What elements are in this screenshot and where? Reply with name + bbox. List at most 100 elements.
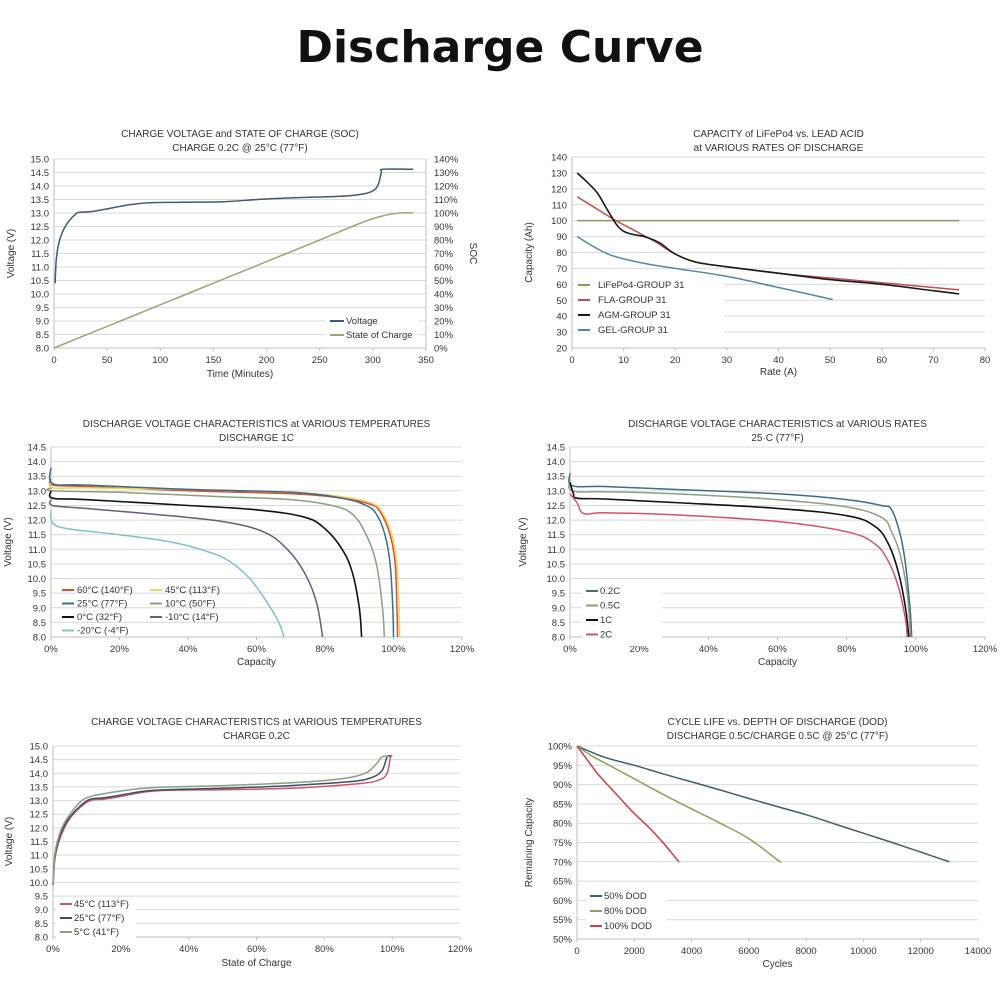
y-tick-label: 85% [553, 799, 573, 810]
legend-label: Voltage [346, 316, 378, 327]
y-tick-label: 13.5 [547, 472, 566, 483]
y2-tick-label: 70% [434, 249, 454, 260]
y-axis-label: Voltage (V) [4, 817, 15, 866]
y-tick-label: 100% [548, 742, 573, 753]
y-tick-label: 8.5 [552, 618, 565, 629]
x-tick-label: 60 [876, 355, 887, 366]
y-tick-label: 9.0 [33, 603, 46, 614]
y-tick-label: 13.0 [30, 796, 49, 807]
x-tick-label: 100% [380, 944, 405, 955]
y-tick-label: 9.5 [552, 589, 565, 600]
x-tick-label: 60% [247, 944, 267, 955]
y2-tick-label: 100% [434, 209, 459, 220]
y-tick-label: 9.5 [33, 589, 46, 600]
x-tick-label: 100 [152, 355, 168, 366]
y-tick-label: 60 [556, 280, 567, 291]
chart-legend: Voltage State of Charge [326, 314, 418, 346]
x-tick-label: 2000 [624, 946, 645, 957]
y-tick-label: 15.0 [30, 742, 49, 753]
series-line-10-c-14-f [48, 499, 324, 638]
x-tick-label: 80% [315, 644, 335, 655]
series-line-25-c-77-f [48, 467, 395, 638]
y2-tick-label: 50% [434, 276, 454, 287]
y2-tick-label: 10% [434, 330, 454, 341]
x-tick-label: 0 [51, 355, 56, 366]
y2-tick-label: 0% [434, 344, 448, 355]
legend-label: 80% DOD [604, 906, 647, 917]
y-tick-label: 110 [552, 200, 567, 211]
series-line-45-c-113-f [48, 481, 401, 638]
y-axis-label: Voltage (V) [3, 517, 14, 566]
y2-axis-label: SOC [467, 243, 478, 265]
y-tick-label: 14.5 [28, 443, 47, 454]
y-tick-label: 130 [551, 168, 567, 179]
x-axis-label: Capacity [237, 657, 276, 668]
y-tick-label: 50% [553, 935, 573, 946]
y-tick-label: 13.0 [28, 486, 47, 497]
series-line-5-c-41-f [52, 755, 389, 886]
y-tick-label: 12.5 [28, 501, 47, 512]
x-tick-label: 8000 [796, 946, 817, 957]
series-line-100-dod [576, 745, 680, 863]
y-tick-label: 13.5 [30, 782, 49, 793]
x-tick-label: 80 [980, 355, 991, 366]
chart-title-line: CAPACITY of LiFePo4 vs. LEAD ACID [693, 129, 864, 140]
y-tick-label: 8.0 [552, 633, 565, 644]
legend-label: 60°C (140°F) [77, 585, 133, 596]
x-tick-label: 120% [448, 944, 473, 955]
y-tick-label: 12.5 [31, 222, 50, 233]
y-tick-label: 11.5 [30, 837, 48, 848]
y-tick-label: 9.0 [36, 317, 49, 328]
y-tick-label: 14.5 [31, 168, 50, 179]
y-tick-label: 14.0 [31, 182, 50, 193]
y-tick-label: 20 [556, 344, 567, 355]
x-tick-label: 14000 [965, 946, 991, 957]
y-axis-label: Voltage (V) [6, 229, 17, 278]
x-tick-label: 80% [837, 644, 857, 655]
y-tick-label: 12.0 [30, 823, 49, 834]
series-line-voltage [54, 168, 414, 284]
x-axis-label: Cycles [762, 959, 792, 970]
y-tick-label: 9.0 [35, 905, 48, 916]
chart-title-line: DISCHARGE 1C [219, 433, 294, 444]
y-tick-label: 60% [553, 896, 573, 907]
x-axis-label: State of Charge [221, 958, 291, 969]
x-tick-label: 0% [44, 644, 58, 655]
y2-tick-label: 130% [434, 168, 459, 179]
x-tick-label: 20% [630, 644, 650, 655]
y-tick-label: 12.5 [547, 501, 566, 512]
y-tick-label: 11.0 [28, 545, 46, 556]
y-tick-label: 13.0 [31, 209, 50, 220]
y-tick-label: 10.0 [31, 290, 50, 301]
y-tick-label: 9.5 [36, 303, 49, 314]
legend-label: -10°C (14°F) [165, 612, 219, 623]
chart-capacity-vs-rate: CAPACITY of LiFePo4 vs. LEAD ACID at VARI… [524, 129, 991, 378]
x-tick-label: 250 [312, 355, 328, 366]
x-tick-label: 0 [569, 355, 574, 366]
chart-legend: 0.2C 0.5C 1C 2C [582, 584, 662, 646]
x-tick-label: 60% [768, 644, 788, 655]
y2-tick-label: 40% [434, 290, 454, 301]
y-tick-label: 8.0 [36, 344, 49, 355]
y-tick-label: 10.5 [28, 559, 47, 570]
y-tick-label: 15.0 [31, 155, 50, 166]
y-axis-label: Capacity (Ah) [524, 222, 535, 283]
y-tick-label: 55% [553, 915, 573, 926]
x-tick-label: 4000 [681, 946, 702, 957]
x-tick-label: 20 [670, 355, 681, 366]
chart-title-line: CHARGE 0.2C [223, 731, 290, 742]
y2-tick-label: 20% [434, 317, 454, 328]
y-tick-label: 75% [553, 838, 573, 849]
y-tick-label: 10.5 [547, 559, 566, 570]
y-tick-label: 80% [553, 819, 573, 830]
series-line-25-c-77-f [52, 754, 391, 886]
y-tick-label: 10.5 [31, 276, 50, 287]
chart-charge-temperatures: CHARGE VOLTAGE CHARACTERISTICS at VARIOU… [4, 717, 473, 969]
x-tick-label: 10 [618, 355, 629, 366]
x-tick-label: 10000 [850, 946, 876, 957]
chart-charge-voltage-soc: CHARGE VOLTAGE and STATE OF CHARGE (SOC)… [6, 129, 478, 380]
chart-title-line: CHARGE VOLTAGE and STATE OF CHARGE (SOC) [121, 129, 359, 140]
y-tick-label: 120 [551, 184, 567, 195]
y-tick-label: 70% [553, 857, 573, 868]
x-tick-label: 20% [110, 644, 130, 655]
